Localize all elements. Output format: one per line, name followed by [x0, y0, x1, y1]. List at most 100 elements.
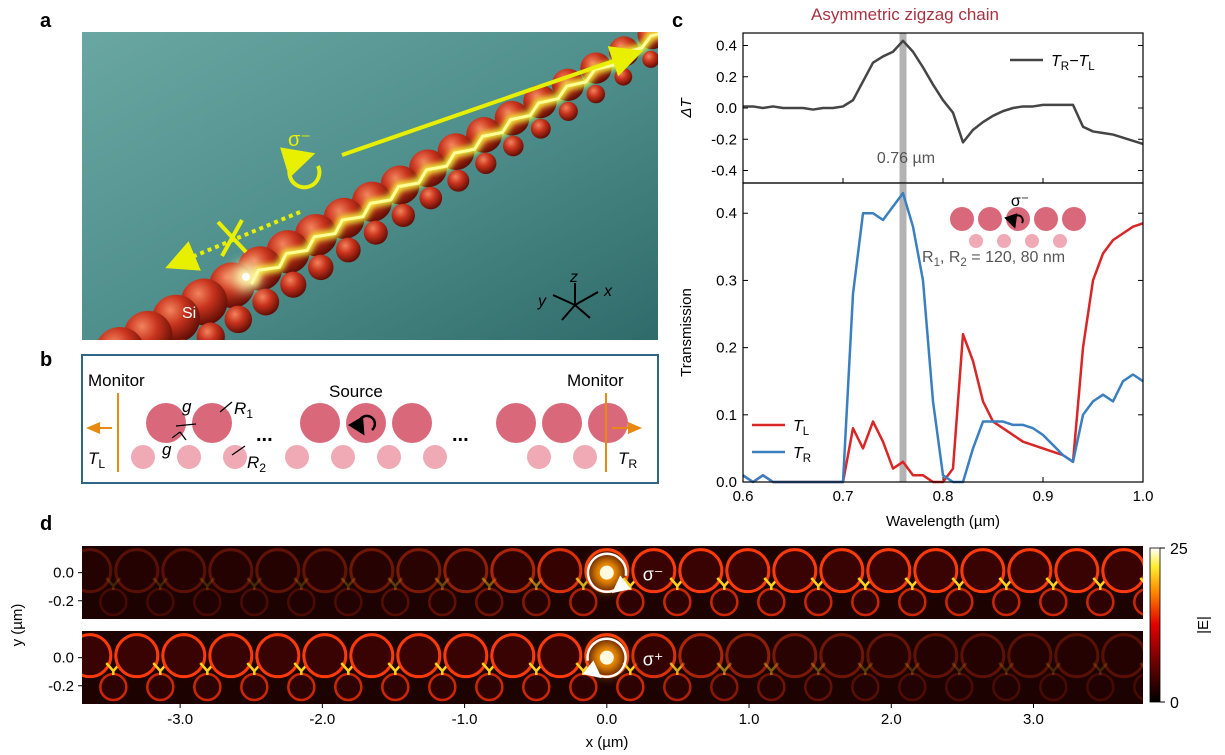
field-ring	[1056, 550, 1098, 592]
field-ring-small	[523, 674, 549, 700]
sphere-small	[364, 221, 388, 245]
field-ring-small	[382, 674, 408, 700]
field-ring-small	[476, 589, 502, 615]
field-ring-small	[711, 589, 737, 615]
field-ring-small	[1087, 589, 1113, 615]
field-hotspot	[1187, 578, 1201, 590]
field-ring	[304, 635, 346, 677]
legend-label: TR−TL	[1051, 53, 1095, 73]
y-tick-label: -0.2	[48, 593, 74, 610]
sphere-small	[224, 306, 252, 334]
field-ring-small	[758, 589, 784, 615]
sphere-small	[531, 119, 551, 139]
field-ring-small	[758, 674, 784, 700]
annotation: 0.76 µm	[877, 150, 935, 167]
field-ring	[962, 635, 1004, 677]
sphere-small	[447, 170, 469, 192]
panel-polarization: σ⁺	[643, 650, 664, 670]
field-ring	[1103, 635, 1145, 677]
field-ring	[821, 635, 863, 677]
field-map	[0, 631, 1207, 704]
field-ring-small	[570, 674, 596, 700]
field-ring-small	[1181, 589, 1207, 615]
panel-polarization: σ⁻	[643, 565, 664, 585]
field-ring	[69, 550, 111, 592]
field-ring	[868, 550, 910, 592]
ellipsis: ...	[452, 424, 469, 446]
field-ring	[915, 635, 957, 677]
field-ring-small	[1040, 589, 1066, 615]
sphere-small	[642, 51, 659, 68]
axis-icon-label: x	[603, 283, 613, 300]
y-axis-label: ΔT	[678, 97, 695, 119]
y-tick-label: 0.2	[716, 340, 737, 357]
field-ring	[774, 635, 816, 677]
field-ring-small	[523, 589, 549, 615]
field-ring-small	[1087, 674, 1113, 700]
field-ring	[1009, 550, 1051, 592]
field-ring-small	[617, 674, 643, 700]
field-ring	[680, 635, 722, 677]
panel-label: a	[40, 10, 52, 32]
field-ring-small	[664, 589, 690, 615]
sphere-small	[280, 272, 306, 298]
field-ring-small	[6, 674, 32, 700]
polarization-label: σ⁻	[288, 129, 311, 151]
field-ring-small	[805, 674, 831, 700]
y-tick-label: -0.4	[711, 163, 737, 180]
sphere-small	[419, 187, 442, 210]
field-ring	[1056, 635, 1098, 677]
radius-label-part: 2	[259, 461, 266, 475]
field-ring	[727, 635, 769, 677]
field-ring	[445, 635, 487, 677]
field-ring-small	[382, 589, 408, 615]
x-tick-label: -3.0	[167, 711, 193, 728]
monitor-label: Monitor	[88, 371, 145, 390]
series-line	[743, 193, 1143, 482]
gap-label: g	[182, 397, 192, 416]
field-ring	[0, 550, 17, 592]
source-label: Source	[329, 382, 383, 401]
field-ring-small	[899, 674, 925, 700]
sphere-small	[503, 136, 524, 157]
field-ring-small	[194, 674, 220, 700]
monitor-label: Monitor	[567, 371, 624, 390]
field-ring-small	[946, 674, 972, 700]
field-ring-small	[993, 589, 1019, 615]
field-ring	[1009, 635, 1051, 677]
sphere-small	[475, 153, 496, 174]
y-tick-label: 0.1	[716, 407, 737, 424]
y-tick-label: 0.0	[716, 100, 737, 117]
field-ring-small	[100, 674, 126, 700]
radius-label-part: R	[234, 399, 246, 418]
field-ring-small	[241, 674, 267, 700]
axis-icon-label: y	[537, 293, 547, 310]
x-tick-label: 0.7	[833, 488, 854, 505]
x-tick-label: 0.8	[933, 488, 954, 505]
colorbar	[1150, 548, 1160, 702]
sphere-small	[559, 102, 578, 121]
inset-label-part: = 120, 80 nm	[967, 249, 1065, 266]
radius-label-part: R	[247, 453, 259, 472]
field-ring-small	[100, 589, 126, 615]
chart-title: Asymmetric zigzag chain	[811, 5, 999, 24]
y-tick-label: -0.2	[711, 131, 737, 148]
field-ring	[210, 635, 252, 677]
field-ring	[210, 550, 252, 592]
inset-chain	[950, 207, 1086, 248]
field-ring	[445, 550, 487, 592]
x-tick-label: 1.0	[1133, 488, 1154, 505]
sphere-small	[670, 34, 686, 50]
field-ring	[257, 550, 299, 592]
y-tick-label: 0.4	[716, 205, 737, 222]
field-ring-small	[993, 674, 1019, 700]
inset-label-part: R	[922, 249, 934, 266]
x-tick-label: 1.0	[739, 711, 760, 728]
field-hotspot	[12, 663, 26, 675]
source	[600, 651, 614, 665]
field-ring	[351, 635, 393, 677]
field-ring	[915, 550, 957, 592]
field-ring	[116, 635, 158, 677]
legend-label: TR	[793, 445, 811, 465]
source	[242, 273, 250, 281]
